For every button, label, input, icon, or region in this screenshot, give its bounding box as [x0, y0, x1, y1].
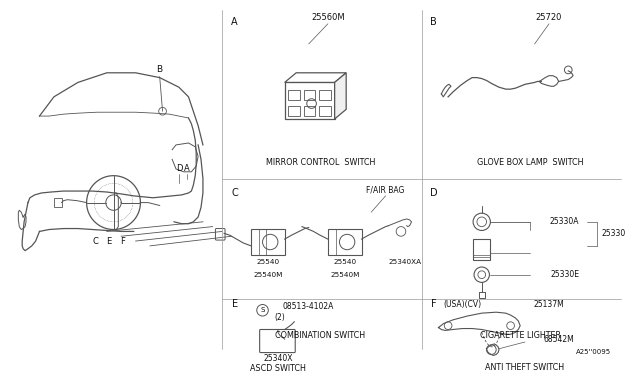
Bar	[289, 90, 300, 100]
Text: 25540: 25540	[333, 259, 356, 265]
Text: 68542M: 68542M	[543, 334, 574, 344]
Text: B: B	[157, 65, 163, 74]
Bar	[319, 90, 331, 100]
Text: 25540: 25540	[257, 259, 280, 265]
Text: A: A	[184, 164, 189, 173]
Text: 25560M: 25560M	[311, 13, 345, 22]
Text: C: C	[92, 237, 98, 246]
Text: (2): (2)	[275, 314, 285, 323]
Text: 25340XA: 25340XA	[388, 259, 422, 265]
Text: ASCD SWITCH: ASCD SWITCH	[250, 365, 306, 372]
Bar	[289, 106, 300, 116]
Text: 25330A: 25330A	[549, 217, 579, 226]
Text: 25540M: 25540M	[253, 272, 283, 278]
Text: E: E	[232, 299, 237, 310]
Bar	[54, 198, 61, 208]
Text: ANTI THEFT SWITCH: ANTI THEFT SWITCH	[485, 363, 564, 372]
Text: E: E	[106, 237, 111, 246]
Text: GLOVE BOX LAMP  SWITCH: GLOVE BOX LAMP SWITCH	[477, 158, 583, 167]
Text: F/AIR BAG: F/AIR BAG	[367, 186, 404, 195]
Text: 25540M: 25540M	[330, 272, 360, 278]
Text: F: F	[120, 237, 125, 246]
Bar	[285, 83, 335, 119]
Text: 25137M: 25137M	[534, 300, 564, 309]
Text: 25330: 25330	[602, 229, 626, 238]
Text: C: C	[231, 188, 238, 198]
Bar	[319, 106, 331, 116]
Bar	[251, 228, 285, 256]
Bar	[304, 90, 316, 100]
Text: D: D	[430, 188, 438, 198]
Text: COMBINATION SWITCH: COMBINATION SWITCH	[275, 331, 365, 340]
Text: MIRROR CONTROL  SWITCH: MIRROR CONTROL SWITCH	[266, 158, 375, 167]
Bar	[328, 228, 362, 256]
Text: F: F	[431, 299, 436, 310]
Text: 08513-4102A: 08513-4102A	[283, 302, 334, 311]
Polygon shape	[335, 73, 346, 119]
Text: 25340X: 25340X	[263, 354, 292, 363]
Text: A25''0095: A25''0095	[577, 349, 612, 355]
Text: S: S	[260, 307, 265, 313]
Polygon shape	[285, 73, 346, 83]
Text: D: D	[175, 164, 182, 173]
Text: (USA)(CV): (USA)(CV)	[444, 300, 481, 309]
Text: B: B	[430, 17, 437, 27]
Text: 25720: 25720	[536, 13, 562, 22]
Bar	[304, 106, 316, 116]
Bar	[473, 239, 490, 260]
Text: 25330E: 25330E	[551, 270, 580, 279]
Text: CIGARETTE LIGHTER: CIGARETTE LIGHTER	[480, 331, 561, 340]
Text: A: A	[231, 17, 238, 27]
